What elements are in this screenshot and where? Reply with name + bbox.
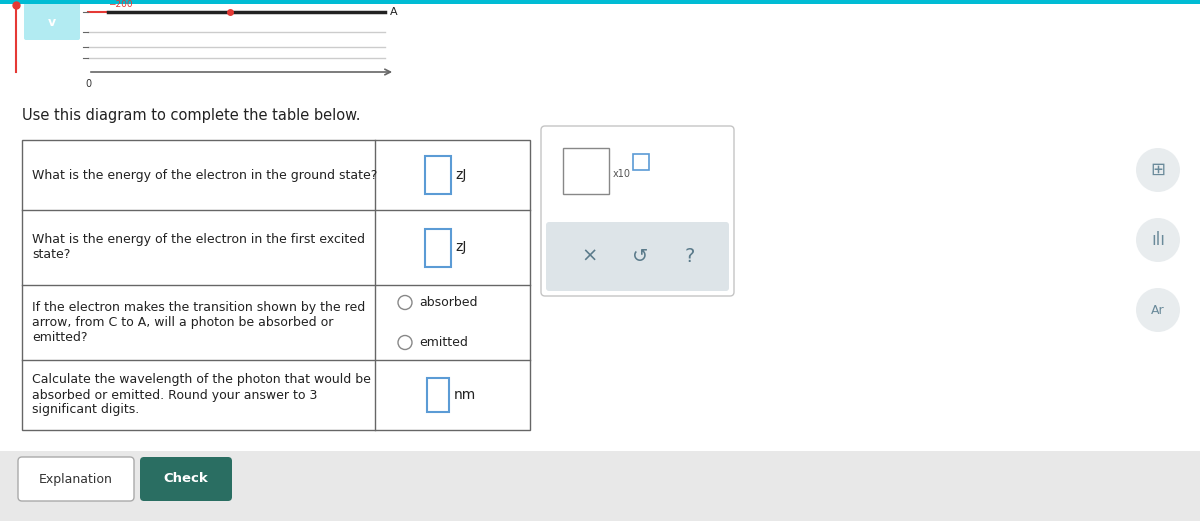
Text: ↺: ↺ bbox=[632, 247, 648, 266]
Circle shape bbox=[1136, 288, 1180, 332]
Text: If the electron makes the transition shown by the red
arrow, from C to A, will a: If the electron makes the transition sho… bbox=[32, 301, 365, 344]
Text: Use this diagram to complete the table below.: Use this diagram to complete the table b… bbox=[22, 108, 360, 123]
Bar bbox=[22, 140, 530, 430]
FancyBboxPatch shape bbox=[546, 222, 730, 291]
Circle shape bbox=[1136, 218, 1180, 262]
Text: 0: 0 bbox=[85, 79, 91, 89]
FancyBboxPatch shape bbox=[140, 457, 232, 501]
Text: A: A bbox=[390, 7, 397, 17]
Text: Calculate the wavelength of the photon that would be
absorbed or emitted. Round : Calculate the wavelength of the photon t… bbox=[32, 374, 371, 416]
Bar bbox=[634, 154, 649, 170]
Bar bbox=[425, 229, 450, 267]
Text: nm: nm bbox=[454, 388, 475, 402]
Bar bbox=[0, 0, 1200, 4]
Text: ⊞: ⊞ bbox=[1151, 161, 1165, 179]
Text: Check: Check bbox=[163, 473, 209, 486]
Bar bbox=[563, 148, 610, 194]
Text: What is the energy of the electron in the first excited
state?: What is the energy of the electron in th… bbox=[32, 233, 365, 262]
Bar bbox=[0, 451, 1200, 521]
Text: ×: × bbox=[582, 247, 598, 266]
Bar bbox=[425, 156, 450, 194]
Text: ılı: ılı bbox=[1151, 231, 1165, 249]
FancyBboxPatch shape bbox=[24, 2, 80, 40]
Bar bbox=[426, 378, 449, 412]
Bar bbox=[0, 0, 410, 78]
Text: zJ: zJ bbox=[456, 241, 467, 254]
Circle shape bbox=[1136, 148, 1180, 192]
Text: emitted: emitted bbox=[419, 336, 468, 349]
Text: x10: x10 bbox=[613, 169, 631, 179]
FancyBboxPatch shape bbox=[541, 126, 734, 296]
FancyBboxPatch shape bbox=[18, 457, 134, 501]
Text: Ar: Ar bbox=[1151, 304, 1165, 316]
Text: absorbed: absorbed bbox=[419, 296, 478, 309]
Circle shape bbox=[398, 336, 412, 350]
Text: What is the energy of the electron in the ground state?: What is the energy of the electron in th… bbox=[32, 168, 377, 181]
Text: Explanation: Explanation bbox=[40, 473, 113, 486]
Text: zJ: zJ bbox=[456, 168, 467, 182]
Circle shape bbox=[398, 295, 412, 309]
Text: −200: −200 bbox=[108, 0, 133, 9]
Text: v: v bbox=[48, 16, 56, 29]
Text: ?: ? bbox=[685, 247, 695, 266]
